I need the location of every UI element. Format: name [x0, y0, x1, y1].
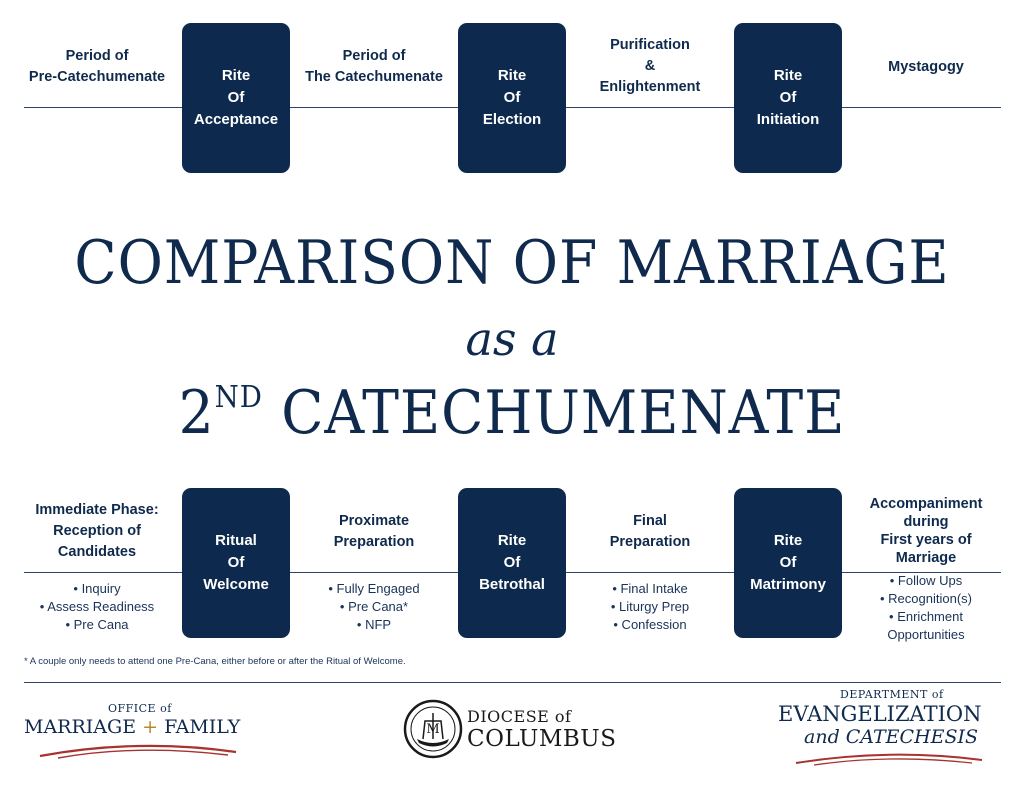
footer-divider	[24, 682, 1001, 683]
title-line-2: as a	[465, 312, 559, 366]
rite-of-acceptance-box: Rite Of Acceptance	[182, 23, 290, 173]
rite-of-matrimony-box: Rite Of Matrimony	[734, 488, 842, 638]
and-catechesis-label: and CATECHESIS	[804, 726, 979, 748]
bottom-label-immediate-phase: Immediate Phase: Reception of Candidates	[24, 500, 170, 563]
top-label-purification: Purification & Enlightenment	[584, 35, 716, 98]
diocese-of-label: DIOCESE of	[467, 707, 572, 726]
rite-of-betrothal-box: Rite Of Betrothal	[458, 488, 566, 638]
rite-of-initiation-box: Rite Of Initiation	[734, 23, 842, 173]
ritual-of-welcome-box: Ritual Of Welcome	[182, 488, 290, 638]
bottom-label-final-preparation: Final Preparation	[590, 511, 710, 553]
title-line-3: 2ND CATECHUMENATE	[178, 378, 846, 448]
footnote: * A couple only needs to attend one Pre-…	[24, 656, 406, 667]
bottom-label-proximate-preparation: Proximate Preparation	[310, 511, 438, 553]
top-label-catechumenate: Period of The Catechumenate	[300, 46, 448, 88]
diocese-of-columbus-logo: M DIOCESE of COLUMBUS	[403, 699, 628, 763]
title-line-1: COMPARISON OF MARRIAGE	[74, 228, 950, 298]
columbus-label: COLUMBUS	[467, 726, 617, 752]
office-of-label: OFFICE of	[108, 702, 172, 715]
rite-of-election-box: Rite Of Election	[458, 23, 566, 173]
bottom-label-accompaniment: Accompaniment during First years of Marriag…	[856, 495, 996, 567]
bottom-sublist-3: • Final Intake • Liturgy Prep • Confession	[610, 581, 690, 632]
department-evangelization-logo: DEPARTMENT of EVANGELIZATION and CATECHE…	[778, 688, 1000, 768]
bottom-sublist-2: • Fully Engaged • Pre Cana* • NFP	[328, 581, 420, 632]
top-label-pre-catechumenate: Period of Pre-Catechumenate	[24, 46, 170, 88]
top-label-mystagogy: Mystagogy	[866, 57, 986, 78]
red-swoosh-icon	[795, 753, 983, 766]
evangelization-label: EVANGELIZATION	[778, 702, 982, 726]
red-swoosh-icon	[39, 744, 237, 759]
bottom-sublist-4: • Follow Ups • Recognition(s) • Enrichment…	[880, 573, 972, 642]
department-of-label: DEPARTMENT of	[840, 688, 944, 701]
diocese-seal-icon: M	[403, 699, 463, 759]
svg-text:M: M	[426, 722, 439, 737]
marriage-family-wordmark: MARRIAGE + FAMILY	[24, 716, 241, 738]
office-marriage-family-logo: OFFICE of MARRIAGE + FAMILY	[24, 702, 249, 764]
bottom-sublist-1: • Inquiry • Assess Readiness • Pre Cana	[39, 581, 155, 632]
